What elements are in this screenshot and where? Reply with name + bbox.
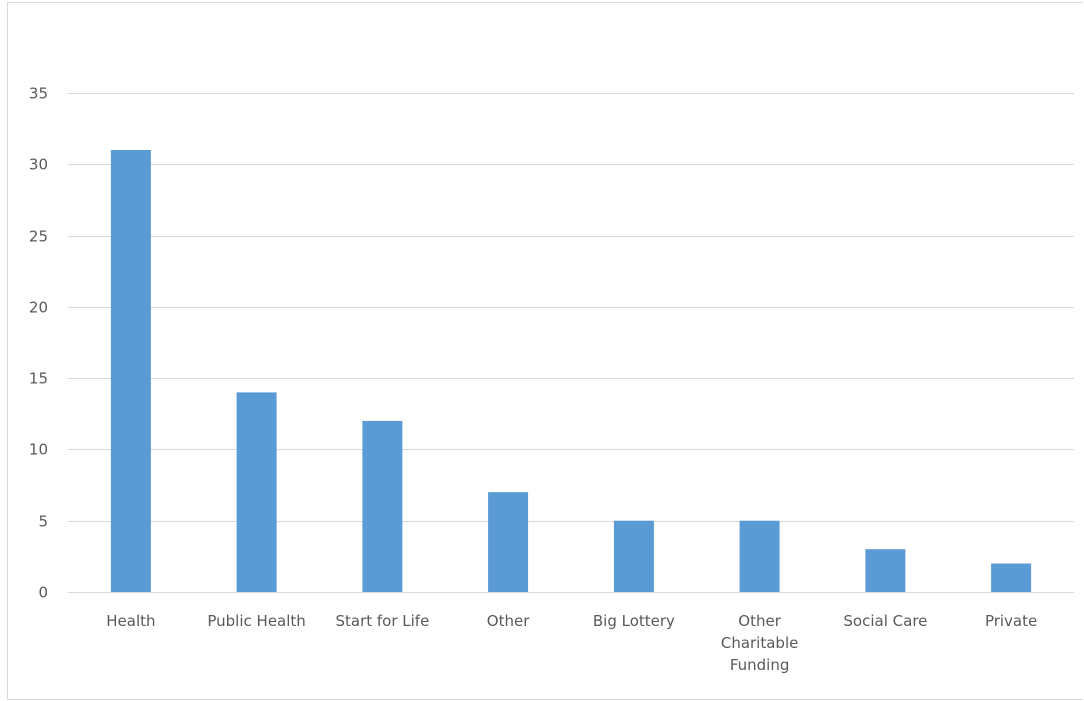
y-axis-tick-labels: 0 5 10 15 20 25 30 35 xyxy=(29,85,48,602)
x-axis-category-labels: Health Public Health Start for Life Other Bi… xyxy=(106,612,1037,674)
bar-private xyxy=(991,563,1032,592)
y-tick-label: 0 xyxy=(38,584,48,602)
x-category-label: Public Health xyxy=(207,612,305,630)
bars xyxy=(110,150,1032,592)
bar-health xyxy=(110,150,151,592)
x-category-label: Other xyxy=(487,612,530,630)
y-tick-label: 35 xyxy=(29,85,48,103)
y-tick-label: 25 xyxy=(29,228,48,246)
y-tick-label: 30 xyxy=(29,156,48,174)
gridlines xyxy=(68,93,1074,593)
x-category-label: Private xyxy=(985,612,1037,630)
y-tick-label: 10 xyxy=(29,441,48,459)
bar-public-health xyxy=(236,392,277,592)
x-category-label: Other Charitable Funding xyxy=(721,612,799,674)
bar-social-care xyxy=(865,549,906,592)
x-category-label: Health xyxy=(106,612,155,630)
y-tick-label: 5 xyxy=(38,513,48,531)
x-category-label: Social Care xyxy=(843,612,927,630)
bar-other-charitable-funding xyxy=(739,520,780,592)
y-tick-label: 15 xyxy=(29,370,48,388)
y-tick-label: 20 xyxy=(29,299,48,317)
bar-other xyxy=(488,492,529,592)
bar-big-lottery xyxy=(613,520,654,592)
bar-start-for-life xyxy=(362,420,403,592)
x-category-label: Big Lottery xyxy=(593,612,675,630)
x-category-label: Start for Life xyxy=(335,612,429,630)
